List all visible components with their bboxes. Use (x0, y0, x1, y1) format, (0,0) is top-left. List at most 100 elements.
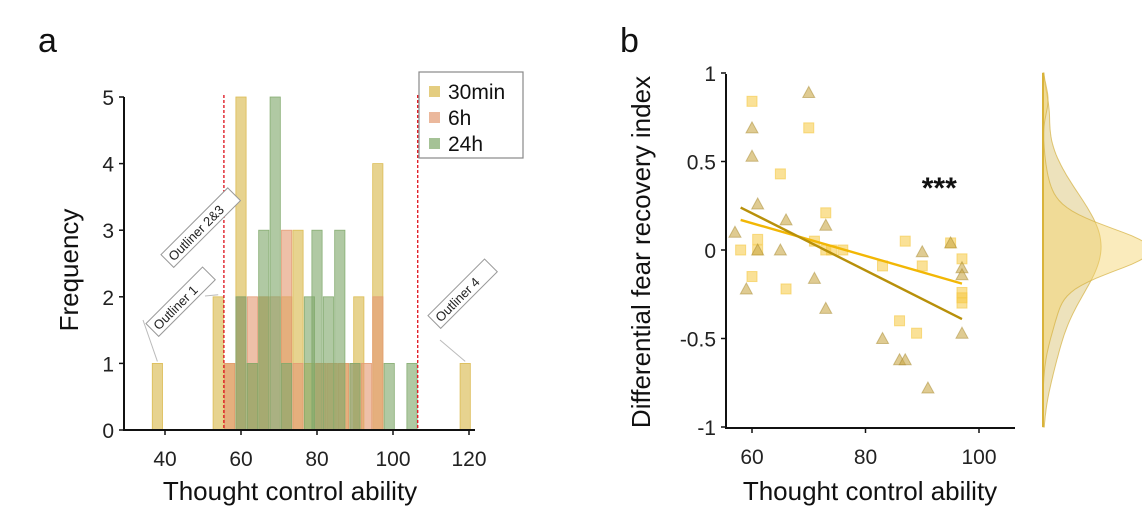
point-triangle-2 (745, 120, 759, 134)
bar-24h-10 (383, 362, 395, 431)
x-tick-label-a: 120 (451, 448, 486, 471)
annotation-text: Outliner 2&3 (165, 202, 227, 264)
marginal-density (1042, 72, 1142, 428)
point-triangle-20 (955, 326, 969, 339)
bar-24h-2 (258, 229, 270, 431)
y-tick-label-a: 0 (102, 420, 114, 443)
x-tick-label-a: 80 (305, 448, 328, 471)
bar-24h-8 (334, 229, 346, 431)
bar-6h-0 (224, 362, 236, 431)
density-triangles (1042, 72, 1102, 428)
annotation-label-2: Outliner 4 (427, 258, 498, 330)
bar-24h-9 (349, 362, 361, 431)
fit-line-triangles (740, 206, 963, 321)
point-triangle-14 (898, 352, 913, 366)
x-tick-label-b: 80 (854, 446, 877, 469)
annotation-box (160, 187, 242, 269)
y-tick-label-b: -1 (697, 417, 716, 440)
annotation-text: Outliner 4 (432, 274, 482, 324)
legend-label-6h: 6h (448, 107, 471, 130)
point-square-2 (746, 271, 758, 283)
bar-24h-7 (322, 296, 334, 431)
point-triangle-3 (745, 149, 759, 162)
histogram-bars (151, 96, 471, 431)
bar-30min-0 (151, 362, 163, 431)
x-tick-label-b: 60 (740, 446, 763, 469)
point-square-0 (735, 244, 747, 256)
point-square-7 (803, 122, 815, 134)
bar-24h-3 (269, 96, 281, 431)
legend-swatch-6h (429, 112, 440, 123)
point-square-22 (956, 297, 968, 309)
axes-b: -1 -0.5 0 0.5 1 60 80 100 (680, 63, 1015, 469)
bar-24h-6 (311, 229, 323, 431)
x-axis-title-b: Thought control ability (743, 476, 997, 506)
point-triangle-10 (818, 218, 833, 231)
annotation-box (427, 258, 498, 330)
bar-30min-14 (459, 362, 471, 431)
point-triangle-7 (779, 212, 793, 226)
y-tick-label-a: 1 (102, 353, 114, 376)
legend-swatch-24h (429, 138, 440, 149)
point-triangle-8 (801, 85, 816, 98)
point-triangle-5 (750, 196, 765, 210)
annotation-box (145, 266, 216, 338)
bar-24h-11 (406, 362, 418, 431)
point-triangle-6 (773, 242, 788, 256)
y-tick-label-b: 1 (704, 63, 716, 86)
y-axis-title-a: Frequency (54, 209, 84, 332)
bar-6h-11 (360, 362, 372, 431)
point-triangle-9 (807, 271, 822, 284)
x-tick-label-a: 100 (375, 448, 410, 471)
axes-a: 0 1 2 3 4 5 40 60 80 100 120 (102, 87, 486, 471)
point-square-1 (746, 95, 758, 107)
y-tick-label-b: 0.5 (687, 152, 716, 175)
bar-24h-4 (281, 362, 293, 431)
x-tick-label-b: 100 (961, 446, 996, 469)
y-tick-label-b: 0 (704, 240, 716, 263)
point-square-6 (780, 283, 792, 295)
x-axis-title-a: Thought control ability (163, 476, 417, 506)
density-squares (1042, 72, 1142, 427)
point-triangle-4 (750, 242, 765, 256)
y-tick-label-a: 3 (102, 220, 114, 243)
bar-6h-12 (372, 296, 384, 431)
panel-b: b -1 -0.5 0 0.5 1 60 80 100 *** Thought control… (620, 22, 1142, 506)
point-triangle-0 (728, 225, 742, 238)
bar-30min-1 (212, 296, 224, 431)
annotation-label-0: Outliner 1 (145, 266, 216, 338)
y-tick-label-a: 4 (102, 154, 114, 177)
legend-label-30min: 30min (448, 81, 505, 104)
legend-label-24h: 24h (448, 133, 483, 156)
point-triangle-15 (915, 244, 930, 258)
annotation-label-1: Outliner 2&3 (160, 187, 242, 269)
y-tick-label-a: 5 (102, 87, 114, 110)
legend-swatch-30min (429, 86, 440, 97)
legend: 30min 6h 24h (418, 71, 524, 159)
annotation-leader-0 (142, 319, 158, 362)
y-axis-title-b: Differential fear recovery index (626, 76, 656, 428)
cutoff-lines (223, 95, 419, 430)
y-tick-label-a: 2 (102, 287, 114, 310)
fit-line-squares (740, 218, 963, 285)
point-triangle-12 (875, 331, 890, 344)
point-square-15 (899, 235, 911, 247)
panel-b-letter: b (620, 22, 639, 60)
x-tick-label-a: 60 (229, 448, 252, 471)
point-triangle-17 (943, 235, 958, 249)
panel-a-letter: a (38, 22, 57, 60)
y-tick-label-b: -0.5 (680, 329, 716, 352)
point-square-3 (752, 233, 764, 245)
point-triangle-19 (955, 267, 969, 281)
point-square-9 (820, 207, 832, 219)
point-triangle-1 (739, 281, 754, 295)
point-square-5 (774, 168, 786, 180)
point-square-16 (911, 327, 923, 339)
annotation-leader-1 (204, 294, 219, 297)
point-triangle-16 (921, 381, 935, 394)
bar-6h-6 (292, 362, 304, 431)
point-square-17 (916, 260, 928, 272)
significance-stars: *** (922, 172, 957, 205)
annotation-leader-2 (439, 339, 466, 362)
